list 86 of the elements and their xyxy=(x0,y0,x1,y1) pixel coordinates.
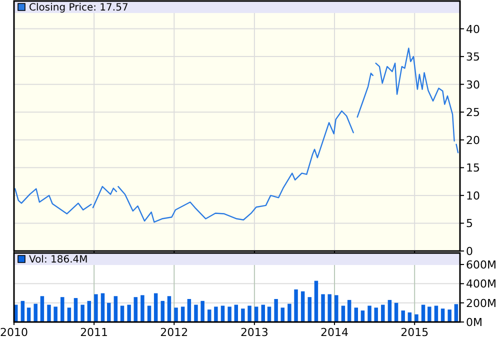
bar xyxy=(434,306,438,322)
y-tick-label: 600M xyxy=(466,258,496,272)
bar xyxy=(134,297,138,322)
x-tick-label: 2012 xyxy=(160,326,188,339)
bar xyxy=(180,306,185,322)
bar xyxy=(94,294,98,322)
bar xyxy=(354,308,358,322)
x-tick-label: 2010 xyxy=(0,326,28,339)
y-tick-label: 0M xyxy=(466,316,482,329)
legend-label: Vol: 186.4M xyxy=(29,254,88,266)
bar xyxy=(220,306,225,322)
bar xyxy=(314,280,318,322)
bar xyxy=(160,300,165,322)
bar xyxy=(107,302,111,322)
bar xyxy=(127,304,131,322)
bar xyxy=(261,304,265,322)
bar xyxy=(274,299,278,322)
x-tick-label: 2014 xyxy=(320,326,349,339)
bar xyxy=(100,293,105,322)
bar xyxy=(80,304,84,322)
bar xyxy=(421,304,426,322)
bar xyxy=(174,308,178,322)
bar xyxy=(368,306,372,322)
bar xyxy=(374,308,378,322)
bar xyxy=(394,302,398,322)
bar xyxy=(267,306,272,322)
bar xyxy=(334,295,338,322)
y-tick-label: 25 xyxy=(466,106,480,120)
bar xyxy=(214,306,218,322)
bar xyxy=(288,304,292,322)
bar xyxy=(187,299,192,322)
bar xyxy=(388,300,392,322)
bar xyxy=(381,304,385,322)
bar xyxy=(60,297,64,322)
bar xyxy=(414,314,418,322)
bar xyxy=(207,310,212,322)
bar xyxy=(20,300,25,322)
y-tick-label: 400M xyxy=(466,278,496,291)
bar xyxy=(347,300,352,322)
bar xyxy=(26,308,31,322)
y-tick-label: 5 xyxy=(466,217,473,230)
bar xyxy=(440,308,445,322)
bar xyxy=(241,308,245,322)
bar xyxy=(234,304,238,322)
y-tick-label: 35 xyxy=(466,50,480,64)
y-tick-label: 0 xyxy=(466,245,473,258)
bar xyxy=(401,310,405,322)
bar xyxy=(308,297,312,322)
bar xyxy=(360,310,365,322)
bar xyxy=(428,306,432,322)
bar xyxy=(341,306,346,322)
bar xyxy=(74,298,78,322)
bar xyxy=(120,306,124,322)
bar xyxy=(87,300,92,322)
bar xyxy=(34,304,38,322)
bar xyxy=(228,306,232,322)
bar xyxy=(147,306,152,322)
y-tick-label: 40 xyxy=(466,22,480,36)
x-tick-label: 2015 xyxy=(400,326,429,339)
x-tick-label: 2013 xyxy=(240,326,268,339)
bar xyxy=(114,296,118,322)
bar xyxy=(321,294,325,322)
bar xyxy=(140,295,144,322)
y-tick-label: 200M xyxy=(466,296,496,310)
bar xyxy=(40,296,44,322)
bar xyxy=(154,293,158,322)
bar xyxy=(167,296,172,322)
bar xyxy=(47,304,51,322)
bar xyxy=(248,306,252,322)
y-tick-label: 30 xyxy=(466,78,480,92)
bar xyxy=(194,304,198,322)
y-tick-label: 15 xyxy=(466,162,480,175)
bar xyxy=(200,300,204,322)
y-tick-label: 10 xyxy=(466,189,480,202)
legend-label: Closing Price: 17.57 xyxy=(29,2,128,14)
bar xyxy=(54,306,58,322)
y-tick-label: 20 xyxy=(466,134,480,147)
x-tick-label: 2011 xyxy=(80,326,108,339)
bar xyxy=(280,308,285,322)
bar xyxy=(328,294,332,322)
bar xyxy=(300,291,305,322)
bar xyxy=(448,310,452,322)
bar xyxy=(254,306,258,322)
bar xyxy=(294,289,298,322)
bar xyxy=(454,304,458,322)
bar xyxy=(67,308,72,322)
